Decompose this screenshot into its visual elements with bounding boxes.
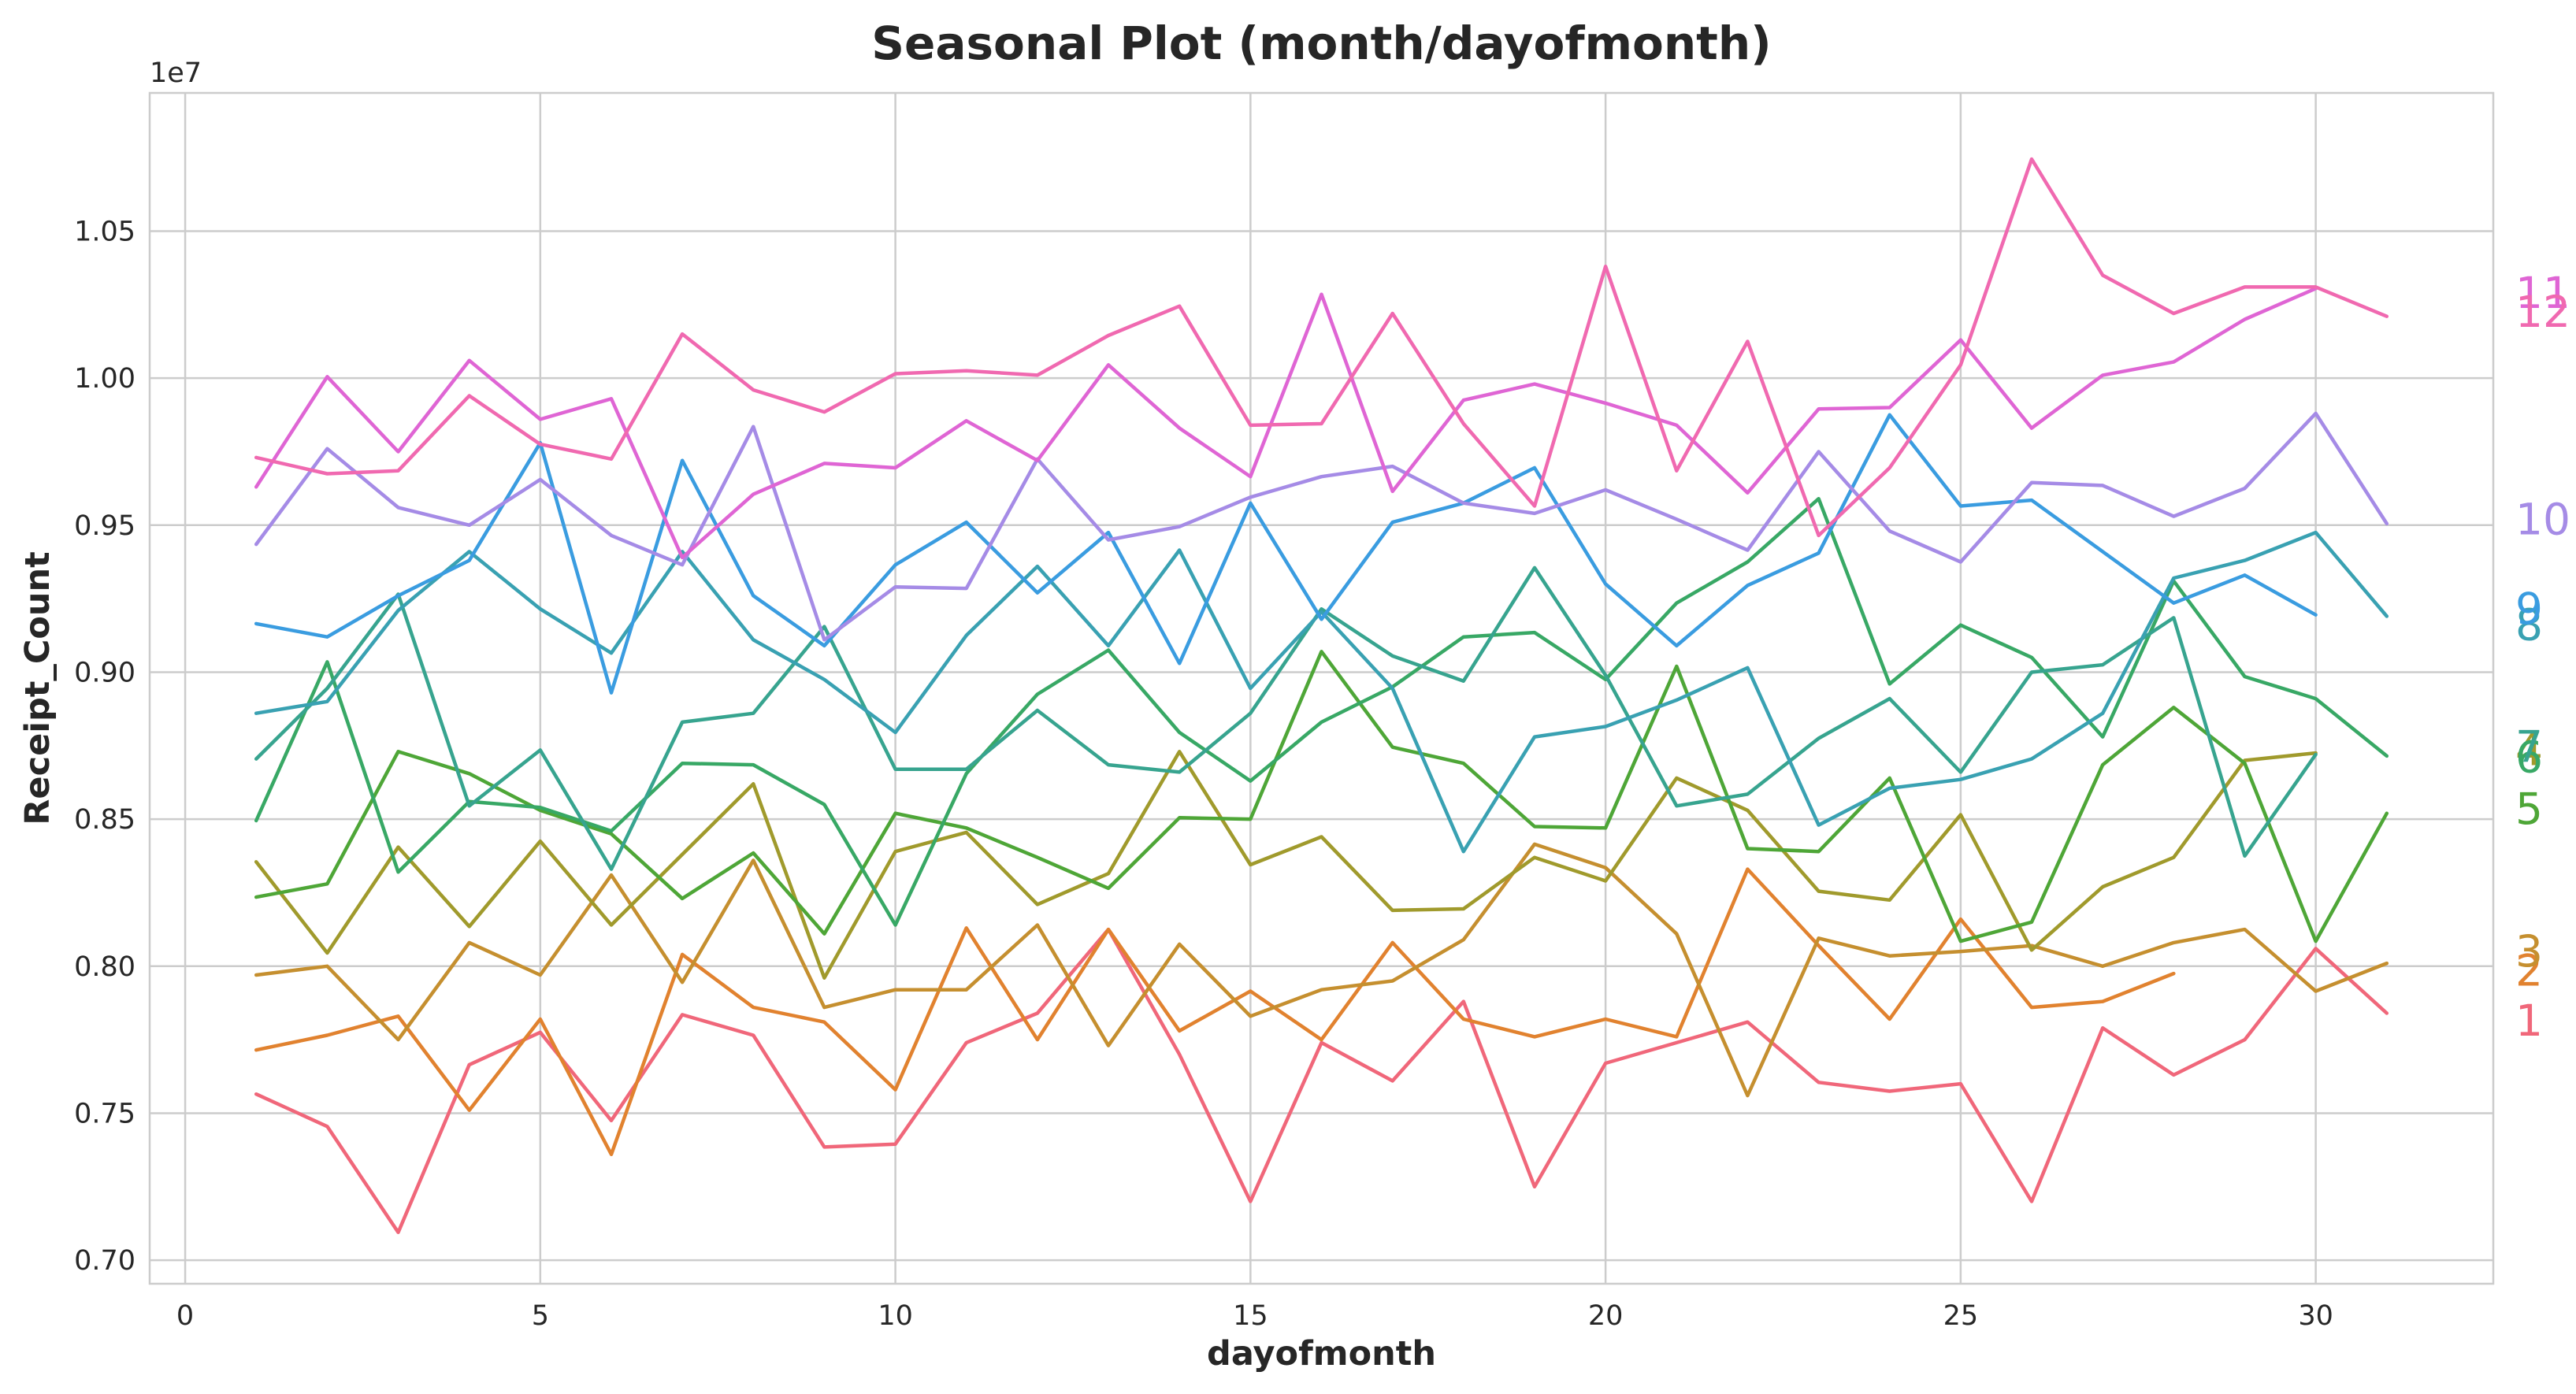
series-end-label-month-6: 6 <box>2515 732 2543 783</box>
y-axis-label: Receipt_Count <box>18 551 58 825</box>
series-end-label-month-9: 9 <box>2515 584 2543 634</box>
series-end-label-month-1: 1 <box>2515 995 2543 1046</box>
y-tick-label: 0.80 <box>74 951 135 983</box>
y-tick-label: 1.05 <box>74 216 135 247</box>
series-end-label-month-12: 12 <box>2515 287 2570 337</box>
series-end-label-month-10: 10 <box>2515 494 2570 544</box>
x-tick-label: 20 <box>1588 1300 1624 1332</box>
series-line-month-4 <box>254 750 2318 980</box>
series-line-month-5 <box>254 650 2389 944</box>
series-end-label-month-11: 11 <box>2515 268 2570 318</box>
y-tick-label: 0.95 <box>74 510 135 542</box>
y-tick-label: 0.90 <box>74 657 135 688</box>
series-end-label-month-8: 8 <box>2515 600 2543 651</box>
y-axis-offset-label: 1e7 <box>150 57 202 89</box>
series-end-label-month-3: 3 <box>2515 926 2543 977</box>
y-tick-labels: 0.70 0.75 0.80 0.85 0.90 0.95 1.00 1.05 <box>74 216 135 1277</box>
x-tick-label: 15 <box>1233 1300 1268 1332</box>
chart-title: Seasonal Plot (month/dayofmonth) <box>871 17 1771 70</box>
series-line-month-9 <box>254 413 2318 695</box>
series-line-month-11 <box>254 287 2318 560</box>
x-tick-labels: 0 5 10 15 20 25 30 <box>176 1300 2333 1332</box>
y-tick-label: 1.00 <box>74 363 135 395</box>
series-end-label-month-4: 4 <box>2515 725 2543 775</box>
series-line-month-12 <box>254 157 2389 538</box>
y-tick-label: 0.85 <box>74 804 135 836</box>
x-tick-label: 30 <box>2298 1300 2333 1332</box>
series-line-month-7 <box>254 565 2318 871</box>
x-tick-label: 25 <box>1943 1300 1979 1332</box>
series-line-month-2 <box>254 867 2176 1156</box>
y-tick-label: 0.70 <box>74 1245 135 1277</box>
x-tick-label: 0 <box>176 1300 194 1332</box>
x-axis-label: dayofmonth <box>1207 1334 1436 1374</box>
series-lines <box>254 157 2389 1234</box>
x-tick-label: 5 <box>532 1300 549 1332</box>
series-end-label-month-7: 7 <box>2515 722 2543 773</box>
plot-frame <box>148 91 2495 1285</box>
series-line-month-10 <box>254 411 2389 642</box>
series-end-label-month-2: 2 <box>2515 945 2543 995</box>
x-tick-label: 10 <box>878 1300 913 1332</box>
y-tick-label: 0.75 <box>74 1098 135 1129</box>
series-line-month-3 <box>254 842 2389 1098</box>
series-line-month-8 <box>254 530 2389 854</box>
series-line-month-1 <box>254 927 2389 1234</box>
series-line-month-6 <box>254 496 2389 927</box>
series-end-label-month-5: 5 <box>2515 784 2543 834</box>
